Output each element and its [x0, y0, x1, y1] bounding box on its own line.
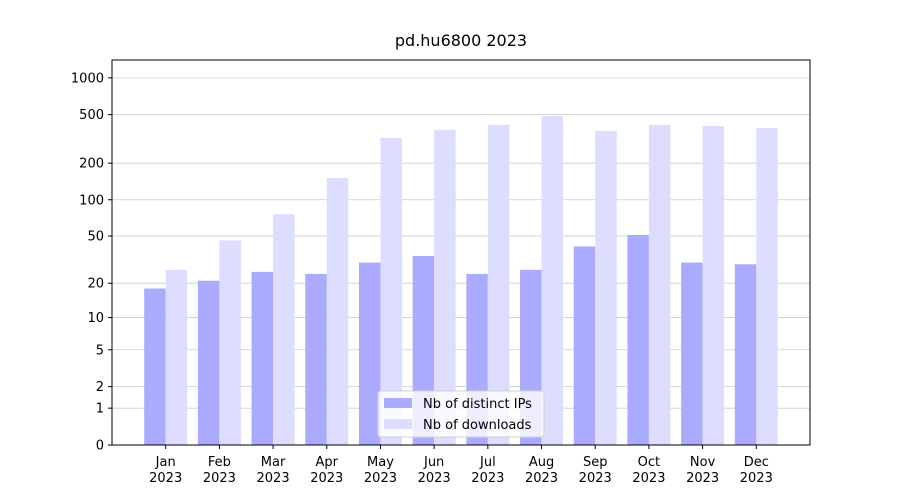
- bar: [541, 115, 564, 445]
- y-tick-label: 500: [79, 108, 104, 123]
- legend: Nb of distinct IPs Nb of downloads: [377, 390, 545, 438]
- y-tick-label: 0: [96, 439, 104, 454]
- bar: [573, 246, 596, 445]
- bar: [380, 137, 402, 445]
- bar: [702, 125, 725, 445]
- bar: [165, 269, 188, 445]
- y-tick-label: 20: [87, 277, 104, 292]
- y-tick-label: 50: [87, 230, 104, 245]
- x-tick-label: Jan 2023: [149, 455, 182, 486]
- y-tick-label: 1: [96, 402, 104, 417]
- bar: [434, 129, 456, 446]
- bar: [144, 288, 166, 445]
- x-tick-label: Oct 2023: [632, 455, 665, 486]
- y-tick-label: 100: [79, 193, 104, 208]
- legend-label: Nb of distinct IPs: [423, 397, 532, 412]
- x-tick-label: Dec 2023: [740, 455, 773, 486]
- bar: [756, 127, 778, 446]
- y-tick-label: 2: [96, 380, 104, 395]
- x-tick-label: Apr 2023: [310, 455, 343, 486]
- x-tick-label: May 2023: [364, 455, 397, 486]
- chart-title: pd.hu6800 2023: [395, 31, 527, 50]
- x-tick-label: Feb 2023: [203, 455, 236, 486]
- bar: [595, 130, 617, 445]
- x-tick-label: Aug 2023: [525, 455, 558, 486]
- bar: [487, 124, 510, 445]
- x-tick-label: Nov 2023: [686, 455, 719, 486]
- bar: [251, 271, 274, 445]
- bar: [197, 280, 220, 445]
- y-tick-label: 200: [79, 157, 104, 172]
- bar: [627, 235, 649, 445]
- bar: [273, 214, 295, 445]
- legend-swatch: [384, 398, 412, 408]
- bar: [326, 178, 349, 445]
- bar: [648, 124, 671, 445]
- x-tick-label: Mar 2023: [257, 455, 290, 486]
- axes-frame: [111, 59, 811, 446]
- bar: [305, 273, 327, 445]
- legend-label: Nb of downloads: [423, 418, 532, 433]
- x-tick-label: Sep 2023: [579, 455, 612, 486]
- x-tick-label: Jul 2023: [471, 455, 504, 486]
- bar: [358, 262, 381, 445]
- y-tick-label: 10: [87, 311, 104, 326]
- bar: [681, 262, 703, 445]
- bar: [734, 264, 757, 445]
- y-tick-label: 5: [96, 343, 104, 358]
- legend-box: [377, 390, 545, 438]
- x-tick-label: Jun 2023: [418, 455, 451, 486]
- legend-swatch: [384, 419, 412, 429]
- bar: [219, 240, 241, 445]
- y-tick-label: 1000: [71, 71, 104, 86]
